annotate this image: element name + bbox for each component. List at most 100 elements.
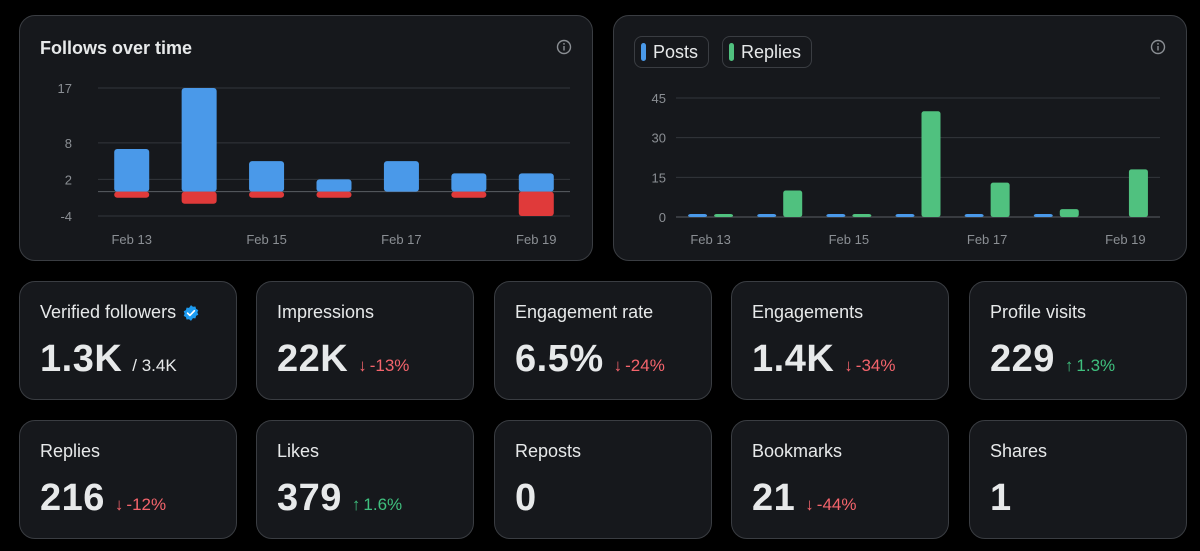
follows-gained-bar[interactable] xyxy=(518,173,554,192)
stat-card-impressions[interactable]: Impressions 22K ↓ -13% xyxy=(256,281,474,400)
posts-bar[interactable] xyxy=(757,214,777,217)
x-tick-label: Feb 17 xyxy=(381,232,421,247)
stat-label: Bookmarks xyxy=(752,441,842,462)
stat-label: Replies xyxy=(40,441,100,462)
y-tick-label: 0 xyxy=(659,210,666,225)
stat-label-text: Verified followers xyxy=(40,302,177,322)
replies-bar[interactable] xyxy=(852,214,872,217)
replies-bar[interactable] xyxy=(990,182,1010,217)
follows-chart-title: Follows over time xyxy=(40,38,193,58)
stat-label-text: Engagements xyxy=(752,302,864,322)
replies-bar[interactable] xyxy=(714,214,734,217)
stat-value: 21 xyxy=(752,477,796,519)
stat-label-text: Reposts xyxy=(515,441,582,461)
follows-gained-bar[interactable] xyxy=(181,88,217,192)
follows-lost-bar[interactable] xyxy=(114,191,150,198)
stat-card-engagements[interactable]: Engagements 1.4K ↓ -34% xyxy=(731,281,949,400)
y-tick-label: -4 xyxy=(60,209,72,224)
stat-delta-value: -24% xyxy=(625,356,665,375)
stat-label-text: Shares xyxy=(990,441,1048,461)
info-icon[interactable] xyxy=(556,39,572,55)
stat-delta: ↑ 1.3% xyxy=(1065,356,1115,376)
stat-delta-value: -12% xyxy=(126,495,167,514)
y-tick-label: 15 xyxy=(652,170,666,185)
posts-bar[interactable] xyxy=(826,214,846,217)
x-tick-label: Feb 17 xyxy=(967,232,1007,247)
stat-value: 1.3K xyxy=(40,338,123,380)
stat-card-profile-visits[interactable]: Profile visits 229 ↑ 1.3% xyxy=(969,281,1187,400)
stat-card-engagement-rate[interactable]: Engagement rate 6.5% ↓ -24% xyxy=(494,281,712,400)
stat-value-row: 6.5% ↓ -24% xyxy=(515,338,665,381)
stat-label-text: Profile visits xyxy=(990,302,1087,322)
stat-label-text: Impressions xyxy=(277,302,375,322)
x-tick-label: Feb 15 xyxy=(246,232,286,247)
stat-card-bookmarks[interactable]: Bookmarks 21 ↓ -44% xyxy=(731,420,949,539)
stat-delta: ↓ -44% xyxy=(805,495,856,515)
verified-badge-icon xyxy=(183,304,199,321)
legend-posts[interactable]: Posts xyxy=(634,36,710,68)
stat-label-text: Likes xyxy=(277,441,320,461)
arrow-down-icon: ↓ xyxy=(358,356,367,375)
follows-gained-bar[interactable] xyxy=(114,148,150,192)
x-tick-label: Feb 13 xyxy=(690,232,730,247)
legend-replies-swatch xyxy=(729,43,734,61)
stat-delta-value: -34% xyxy=(855,356,896,375)
stat-label: Likes xyxy=(277,441,319,462)
posts-bar[interactable] xyxy=(688,214,708,217)
replies-bar[interactable] xyxy=(1059,209,1079,217)
info-icon[interactable] xyxy=(1150,39,1166,55)
stat-delta-value: 1.3% xyxy=(1076,356,1116,375)
legend-replies[interactable]: Replies xyxy=(722,36,813,68)
arrow-down-icon: ↓ xyxy=(613,356,623,375)
follows-lost-bar[interactable] xyxy=(451,191,487,198)
stat-value: 229 xyxy=(990,338,1055,380)
replies-bar[interactable] xyxy=(1128,169,1148,217)
follows-chart: 17 8 2 -4 Feb 13 Feb 15 Feb 17 Feb 19 xyxy=(58,81,570,247)
follows-gained-bar[interactable] xyxy=(316,179,352,192)
follows-gained-bar[interactable] xyxy=(383,161,419,192)
follows-gained-bar[interactable] xyxy=(451,173,487,192)
x-tick-label: Feb 15 xyxy=(829,232,869,247)
follows-over-time-card: Follows over time 17 8 2 -4 Feb 13 Feb 15 Feb … xyxy=(19,15,593,261)
stat-value-row: 1.4K ↓ -34% xyxy=(752,338,895,381)
stat-card-reposts[interactable]: Reposts 0 xyxy=(494,420,712,539)
stat-value: 0 xyxy=(515,477,537,519)
stat-value-row: 22K ↓ -13% xyxy=(277,338,409,381)
follows-lost-bar[interactable] xyxy=(181,191,217,204)
stat-card-replies[interactable]: Replies 216 ↓ -12% xyxy=(19,420,237,539)
follows-lost-bar[interactable] xyxy=(316,191,352,198)
stat-label: Impressions xyxy=(277,302,374,323)
stat-delta-value: 1.6% xyxy=(363,495,403,514)
y-tick-label: 8 xyxy=(65,136,72,151)
stat-card-likes[interactable]: Likes 379 ↑ 1.6% xyxy=(256,420,474,539)
follows-gained-bar[interactable] xyxy=(249,161,285,192)
stat-label: Verified followers xyxy=(40,302,200,323)
replies-bar[interactable] xyxy=(921,111,941,217)
stat-value: 22K xyxy=(277,338,349,380)
stat-card-verified-followers[interactable]: Verified followers 1.3K / 3.4K xyxy=(19,281,237,400)
follows-lost-bar[interactable] xyxy=(518,191,554,216)
stat-value: 6.5% xyxy=(515,338,604,380)
stat-value-row: 21 ↓ -44% xyxy=(752,477,856,520)
stat-value: 1 xyxy=(990,477,1012,519)
arrow-down-icon: ↓ xyxy=(844,356,853,375)
posts-bar[interactable] xyxy=(1033,214,1053,217)
stat-value: 379 xyxy=(277,477,342,519)
stat-delta-value: -44% xyxy=(816,495,857,514)
x-tick-label: Feb 13 xyxy=(111,232,151,247)
replies-bar[interactable] xyxy=(783,190,803,217)
posts-bar[interactable] xyxy=(895,214,915,217)
stat-delta: ↓ -12% xyxy=(115,495,166,515)
stat-label: Engagements xyxy=(752,302,863,323)
stat-card-shares[interactable]: Shares 1 xyxy=(969,420,1187,539)
stat-value-row: 0 xyxy=(515,477,537,520)
x-tick-label: Feb 19 xyxy=(516,232,556,247)
stat-delta: ↓ -34% xyxy=(844,356,895,376)
arrow-down-icon: ↓ xyxy=(114,495,124,514)
arrow-down-icon: ↓ xyxy=(805,495,814,514)
follows-lost-bar[interactable] xyxy=(249,191,285,198)
stat-label: Reposts xyxy=(515,441,581,462)
posts-bar[interactable] xyxy=(964,214,984,217)
legend-posts-label: Posts xyxy=(653,41,699,62)
stat-value-row: 379 ↑ 1.6% xyxy=(277,477,402,520)
